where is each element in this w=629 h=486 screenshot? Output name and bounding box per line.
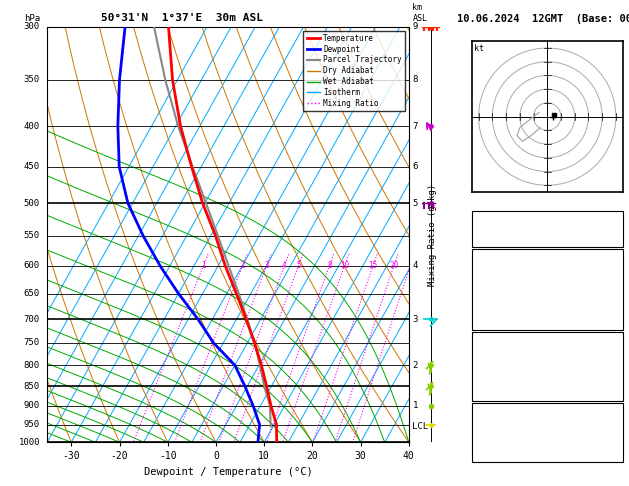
Text: 12.6: 12.6: [599, 263, 620, 272]
Text: 1: 1: [201, 261, 206, 270]
Text: 400: 400: [24, 122, 40, 131]
Text: 9: 9: [413, 22, 418, 31]
Text: 550: 550: [24, 231, 40, 241]
Text: K: K: [475, 214, 480, 223]
Text: Totals Totals: Totals Totals: [475, 225, 540, 234]
Text: 297°: 297°: [599, 439, 620, 449]
Text: -50: -50: [604, 417, 620, 426]
Text: PW (cm): PW (cm): [475, 236, 510, 245]
Text: 20: 20: [389, 261, 398, 270]
Text: Most Unstable: Most Unstable: [512, 334, 582, 344]
Text: 4: 4: [282, 261, 287, 270]
Text: 21: 21: [610, 214, 620, 223]
Text: StmDir: StmDir: [475, 439, 505, 449]
Text: 304: 304: [604, 285, 620, 295]
Text: θᴄ(K): θᴄ(K): [475, 285, 500, 295]
Text: Hodograph: Hodograph: [523, 406, 571, 415]
Text: kt: kt: [474, 44, 484, 53]
Text: 8.7: 8.7: [604, 274, 620, 283]
Text: 8: 8: [413, 75, 418, 85]
Text: CIN (J): CIN (J): [475, 390, 510, 399]
Text: Surface: Surface: [528, 252, 566, 261]
Text: Pressure (mb): Pressure (mb): [475, 346, 540, 355]
Text: 3: 3: [413, 314, 418, 324]
Text: 850: 850: [24, 382, 40, 391]
Text: 2.07: 2.07: [599, 236, 620, 245]
Text: θᴄ (K): θᴄ (K): [475, 357, 505, 366]
Text: 15: 15: [369, 261, 377, 270]
Text: 2: 2: [413, 361, 418, 370]
Text: 50°31'N  1°37'E  30m ASL: 50°31'N 1°37'E 30m ASL: [101, 13, 264, 22]
Text: 1009: 1009: [599, 346, 620, 355]
Text: 500: 500: [24, 199, 40, 208]
Text: CIN (J): CIN (J): [475, 319, 510, 328]
Text: © weatheronline.co.uk: © weatheronline.co.uk: [495, 445, 599, 454]
Legend: Temperature, Dewpoint, Parcel Trajectory, Dry Adiabat, Wet Adiabat, Isotherm, Mi: Temperature, Dewpoint, Parcel Trajectory…: [303, 31, 405, 111]
X-axis label: Dewpoint / Temperature (°C): Dewpoint / Temperature (°C): [143, 467, 313, 477]
Text: km
ASL: km ASL: [413, 3, 428, 22]
Text: 0: 0: [615, 390, 620, 399]
Text: CAPE (J): CAPE (J): [475, 308, 515, 317]
Text: Mixing Ratio (g/kg): Mixing Ratio (g/kg): [428, 183, 437, 286]
Text: CAPE (J): CAPE (J): [475, 379, 515, 388]
Text: 6: 6: [615, 368, 620, 377]
Text: Lifted Index: Lifted Index: [475, 296, 535, 306]
Text: 450: 450: [24, 162, 40, 171]
Text: 600: 600: [24, 261, 40, 270]
Text: 304: 304: [604, 357, 620, 366]
Text: 300: 300: [24, 22, 40, 31]
Text: 6: 6: [413, 162, 418, 171]
Text: 350: 350: [24, 75, 40, 85]
Text: 950: 950: [24, 420, 40, 429]
Text: 8: 8: [327, 261, 331, 270]
Text: Dewp (°C): Dewp (°C): [475, 274, 520, 283]
Text: 1000: 1000: [18, 438, 40, 447]
Text: hPa: hPa: [24, 14, 40, 22]
Text: Temp (°C): Temp (°C): [475, 263, 520, 272]
Text: 0: 0: [615, 319, 620, 328]
Text: 800: 800: [24, 361, 40, 370]
Text: 4: 4: [413, 261, 418, 270]
Text: 10: 10: [340, 261, 349, 270]
Text: 900: 900: [24, 401, 40, 410]
Text: 7: 7: [413, 122, 418, 131]
Text: 49: 49: [610, 428, 620, 437]
Text: LCL: LCL: [413, 422, 428, 431]
Text: 6: 6: [615, 296, 620, 306]
Text: 5: 5: [413, 199, 418, 208]
Text: 3: 3: [264, 261, 269, 270]
Text: StmSpd (kt): StmSpd (kt): [475, 451, 530, 460]
Text: SREH: SREH: [475, 428, 495, 437]
Text: 28: 28: [610, 308, 620, 317]
Text: 5: 5: [296, 261, 301, 270]
Text: 650: 650: [24, 289, 40, 298]
Text: 2: 2: [240, 261, 245, 270]
Text: 1: 1: [413, 401, 418, 410]
Text: 700: 700: [24, 314, 40, 324]
Text: EH: EH: [475, 417, 485, 426]
Text: 28: 28: [610, 379, 620, 388]
Text: Lifted Index: Lifted Index: [475, 368, 535, 377]
Text: 43: 43: [610, 225, 620, 234]
Text: 750: 750: [24, 338, 40, 347]
Text: 21: 21: [610, 451, 620, 460]
Text: 10.06.2024  12GMT  (Base: 00): 10.06.2024 12GMT (Base: 00): [457, 14, 629, 24]
